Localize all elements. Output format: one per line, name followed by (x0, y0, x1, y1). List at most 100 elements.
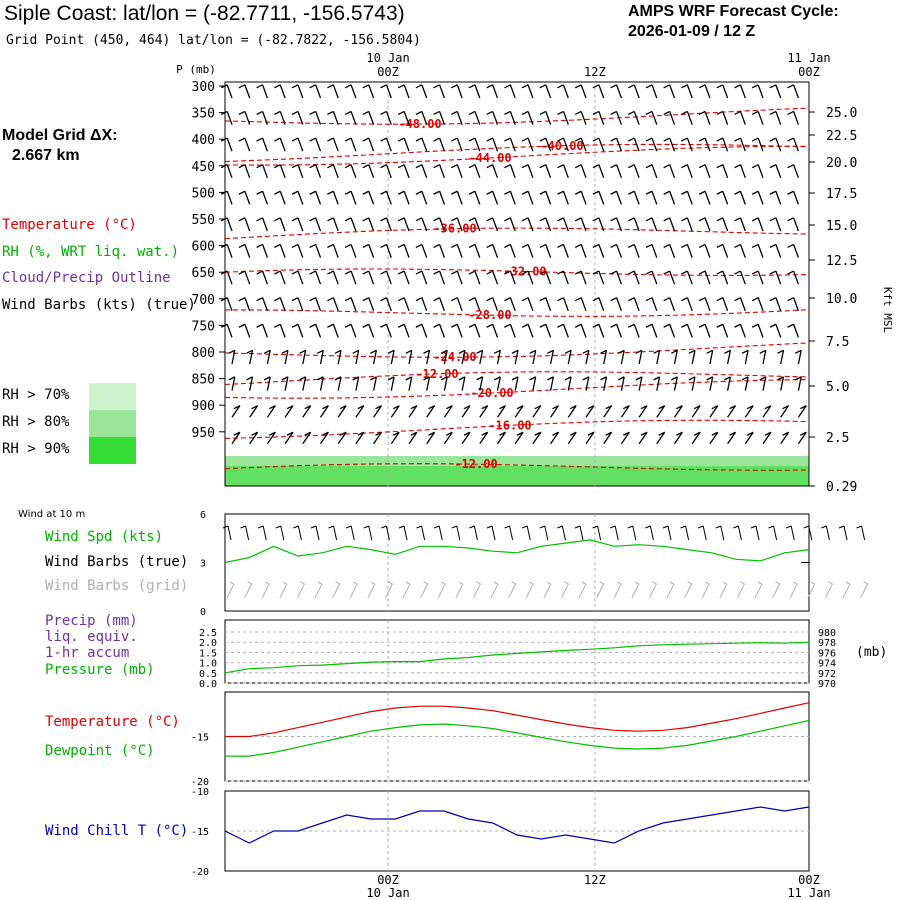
wind-barb (350, 191, 357, 205)
wind-barb-flag (787, 323, 794, 328)
wind-barb-grid (296, 583, 305, 599)
wind-barb-flag (746, 431, 754, 436)
wind-barb (545, 84, 552, 99)
wind-barb (279, 270, 286, 285)
wind-barb (492, 217, 499, 232)
wind-barb-flag (428, 405, 435, 410)
wind-barb (757, 217, 764, 232)
wind-barb (615, 191, 623, 205)
wind-barb (651, 111, 658, 125)
wind-barb (514, 350, 519, 365)
pressure-tick-label: 900 (192, 399, 215, 414)
wind-barb (757, 297, 764, 312)
wind-barb-10m (350, 525, 355, 541)
wind-barb-flag (504, 243, 511, 249)
wind-barb (739, 270, 746, 285)
wind-barb-flag (552, 405, 559, 410)
wind-barb-grid-flag (511, 581, 516, 585)
wind-barb-flag (663, 84, 670, 89)
wind-barb (567, 350, 572, 365)
wind-barb (244, 137, 251, 152)
wind-barb-flag (375, 431, 382, 436)
wind-barb-flag (327, 164, 334, 169)
wind-barb (350, 297, 357, 312)
wind-barb-flag (256, 110, 263, 116)
wind-barb (615, 324, 623, 338)
wind-barb-flag (569, 405, 577, 410)
wind-barb-flag (256, 84, 263, 89)
wind-barb (727, 431, 737, 445)
wind-barb-flag (645, 270, 653, 275)
wind-barb (527, 191, 534, 205)
wind-barb-flag (653, 376, 660, 381)
wind-barb-flag (415, 110, 423, 116)
wind-barb (315, 137, 322, 152)
wind-barb (722, 324, 729, 338)
wind-barb-grid (807, 583, 816, 599)
wind-barb (562, 84, 569, 99)
wind-barb-flag (380, 84, 387, 89)
wind-barb (368, 111, 375, 125)
wind-barb (757, 137, 764, 152)
wind-barb-grid-flag (704, 581, 710, 585)
wind-barb-flag (698, 323, 706, 328)
wind-barb-flag (716, 164, 724, 169)
wind-barb-flag (663, 164, 670, 169)
wind-barb-grid (226, 583, 235, 599)
wind-barb-grid-flag (828, 581, 833, 585)
wind-barb-flag (451, 297, 458, 302)
wind-barb (792, 137, 800, 152)
wind-barb-10m (385, 525, 390, 541)
wind-barb (421, 191, 428, 205)
wind-barb (509, 111, 516, 125)
wind-barb-flag (645, 84, 653, 89)
wind-barb (709, 350, 714, 365)
wind-barb-10m (773, 525, 778, 541)
legend-temperature: Temperature (°C) (2, 217, 137, 233)
wind-barb-10m-flag (240, 525, 246, 529)
pressure-tick-label: 978 (818, 638, 836, 649)
wind-barb (633, 191, 640, 205)
wind-barb (509, 191, 516, 205)
wind-barb-flag (751, 137, 759, 142)
wind-barb (669, 164, 676, 179)
wind-barb-flag (681, 110, 688, 116)
wind-barb (492, 164, 499, 179)
pressure-tick-label: 800 (192, 346, 215, 361)
wind-barb (527, 111, 534, 125)
wind-barb-flag (610, 270, 617, 275)
wind-barb (456, 164, 463, 179)
wind-barb (527, 297, 534, 312)
wind-barb-flag (499, 405, 506, 410)
wind-barb-flag (521, 164, 529, 169)
wind-barb-flag (415, 323, 423, 328)
wind-barb (598, 137, 605, 152)
wind-barb-flag (645, 190, 653, 195)
wind-barb (284, 431, 294, 445)
wind-barb-10m (509, 525, 514, 541)
wind-barb (633, 164, 640, 179)
isotherm-line (224, 107, 810, 125)
wind-barb (492, 137, 499, 152)
wind-barb (426, 350, 431, 365)
wind-barb (438, 191, 446, 205)
height-tick-label: 0.29 (826, 480, 857, 495)
wind-barb-grid-flag (528, 581, 534, 585)
wind-barb (651, 164, 658, 179)
wind-barb-flag (380, 110, 387, 116)
wind-barb (633, 244, 640, 258)
wind-barb-flag (458, 376, 466, 381)
wind-barb (792, 217, 800, 232)
wind-barb-flag (610, 217, 617, 222)
wind-barb-grid-flag (388, 581, 393, 585)
wind-barb-flag (380, 164, 387, 169)
wind-barb (403, 137, 410, 152)
wind-barb (438, 111, 446, 125)
wind-barb (279, 137, 286, 152)
wind-barb-flag (521, 84, 529, 89)
wind-barb (421, 164, 428, 179)
wind-barb (669, 270, 676, 285)
wind-barb (669, 84, 676, 99)
wind-barb-10m-flag (733, 525, 739, 529)
wind-barb (509, 297, 516, 312)
